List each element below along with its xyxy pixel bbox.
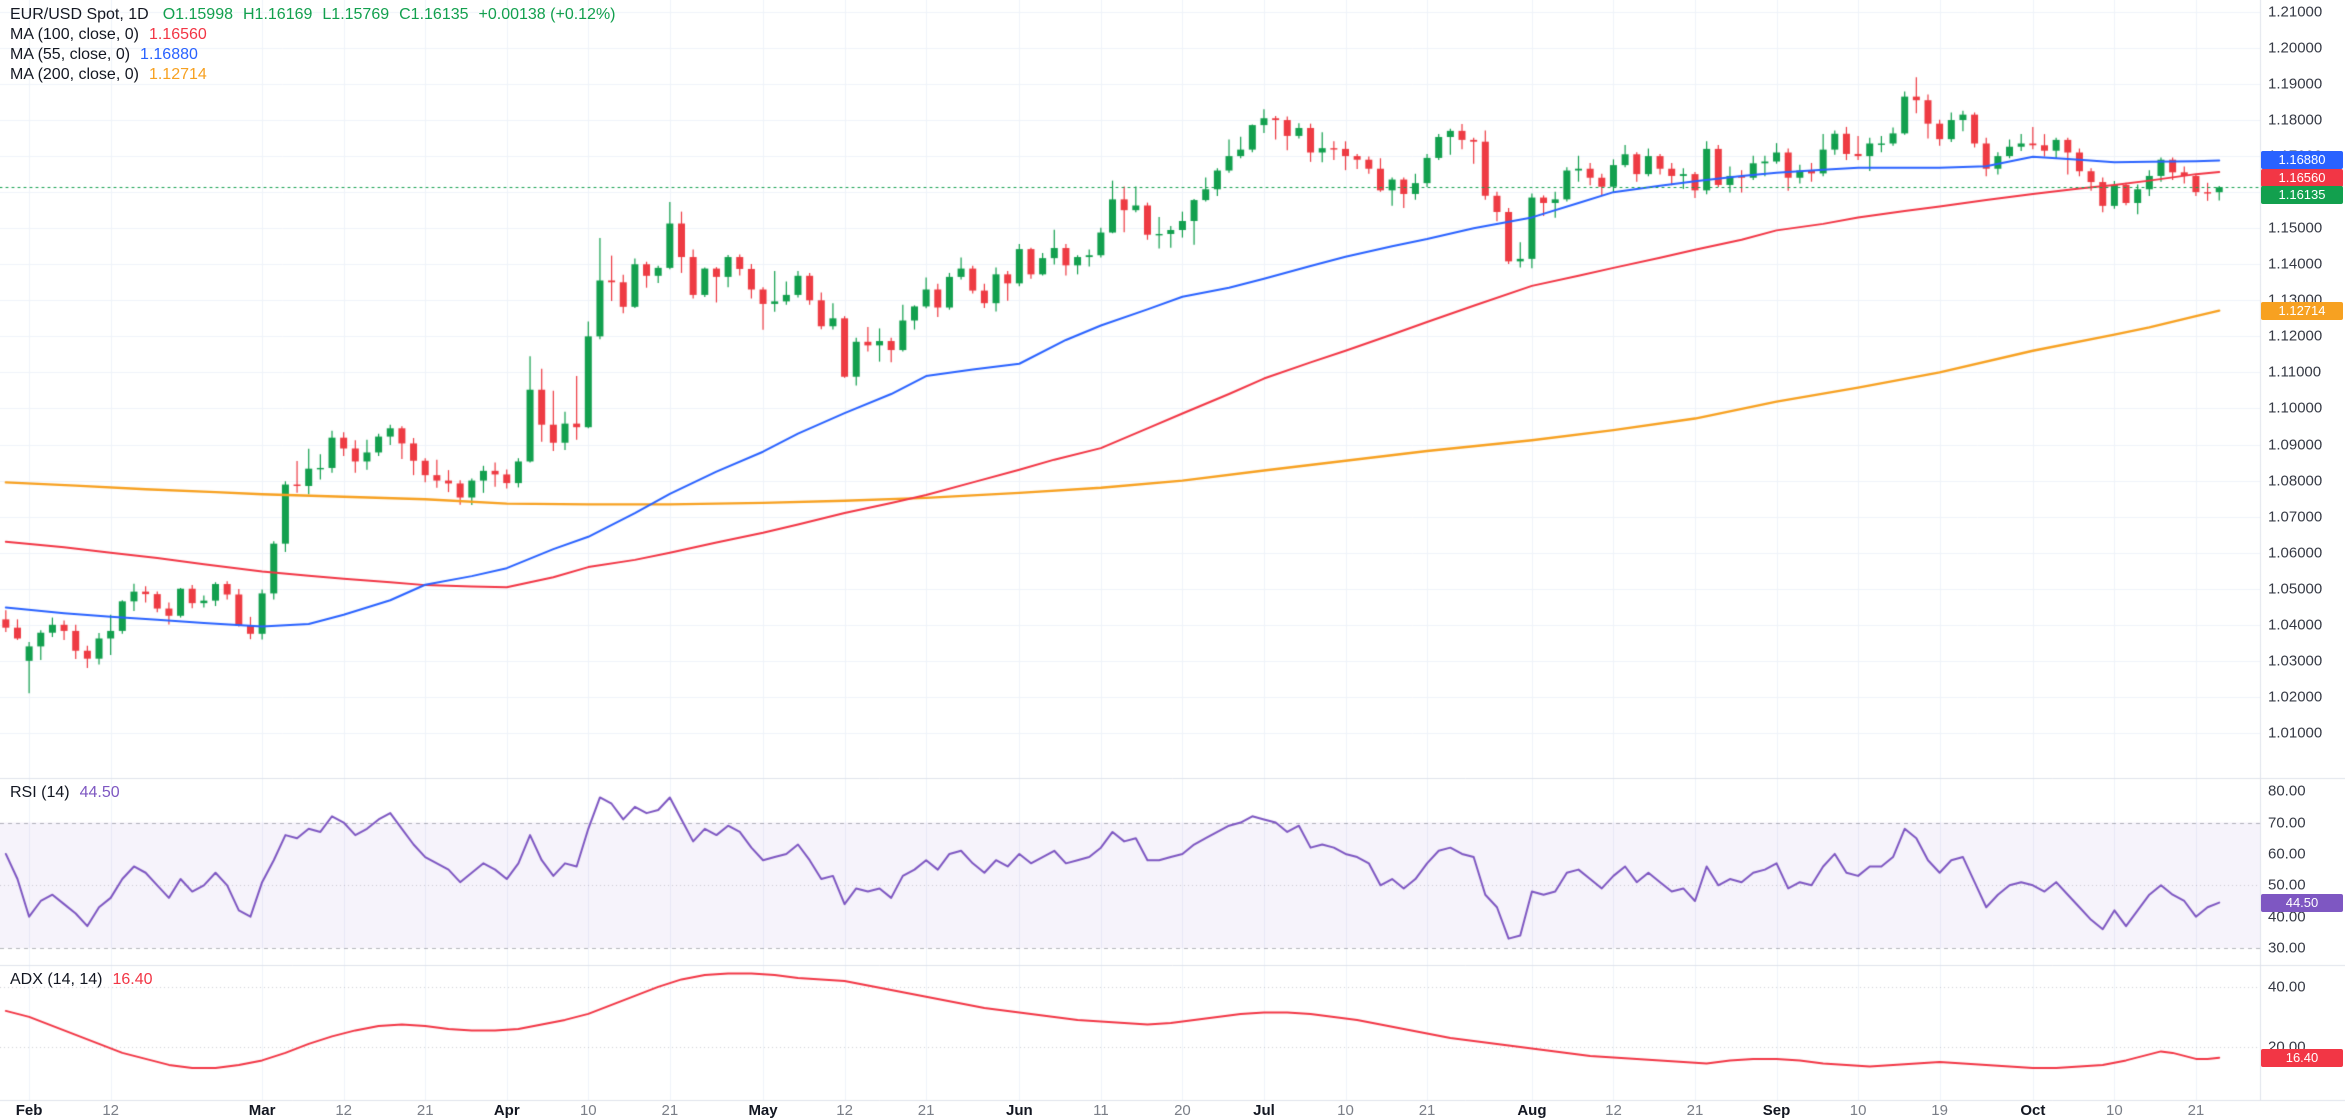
price-badge-1.12714: 1.12714	[2261, 301, 2343, 320]
rsi-pane-legend: RSI (14) 44.50	[10, 783, 120, 803]
price-axis-label: 1.08000	[2268, 472, 2323, 490]
price-axis-label: 1.03000	[2268, 652, 2323, 670]
adx-legend-row[interactable]: ADX (14, 14) 16.40	[10, 970, 153, 990]
time-axis-label-Aug: Aug	[1517, 1102, 1547, 1119]
rsi-value: 44.50	[79, 784, 120, 801]
ma200-label: MA (200, close, 0)	[10, 66, 139, 83]
ohlc-low: L1.15769	[322, 6, 390, 23]
time-axis-label-Jun: Jun	[1005, 1102, 1033, 1119]
price-axis[interactable]: 1.210001.200001.190001.180001.170001.160…	[2260, 0, 2345, 1100]
time-axis-label-10: 10	[579, 1102, 597, 1119]
price-axis-label: 1.15000	[2268, 219, 2323, 237]
time-axis-label-Feb: Feb	[15, 1102, 43, 1119]
symbol-title: EUR/USD Spot, 1D	[10, 6, 149, 23]
ma200-value: 1.12714	[148, 66, 207, 83]
time-axis-label-12: 12	[102, 1102, 119, 1119]
ohlc-close: C1.16135	[399, 6, 469, 23]
price-axis-label: 1.21000	[2268, 3, 2323, 21]
time-axis-label-21: 21	[1418, 1102, 1436, 1119]
time-axis-label-20: 20	[1174, 1102, 1191, 1119]
time-axis-label-Apr: Apr	[493, 1102, 520, 1119]
rsi-axis-label: 70.00	[2268, 814, 2306, 832]
price-axis-label: 1.14000	[2268, 255, 2323, 273]
time-axis-label-19: 19	[1931, 1102, 1948, 1119]
ohlc-high: H1.16169	[243, 6, 313, 23]
time-axis-label-10: 10	[2106, 1102, 2123, 1119]
price-badge-1.16560: 1.16560	[2261, 168, 2343, 187]
time-axis-label-21: 21	[1686, 1102, 1704, 1119]
price-axis-label: 1.20000	[2268, 39, 2323, 57]
price-axis-label: 1.18000	[2268, 111, 2323, 129]
time-axis-label-10: 10	[1849, 1102, 1867, 1119]
time-axis-label-11: 11	[1093, 1102, 1109, 1119]
ma100-value: 1.16560	[148, 26, 207, 43]
time-axis-label-21: 21	[2187, 1102, 2205, 1119]
rsi-axis-label: 40.00	[2268, 908, 2306, 926]
time-axis-label-21: 21	[416, 1102, 434, 1119]
price-axis-label: 1.09000	[2268, 436, 2323, 454]
price-axis-label: 1.11000	[2268, 363, 2322, 381]
time-axis-label-21: 21	[917, 1102, 935, 1119]
rsi-axis-label: 50.00	[2268, 876, 2306, 894]
main-chart-legend: EUR/USD Spot, 1D O1.15998 H1.16169 L1.15…	[10, 5, 616, 85]
adx-badge: 16.40	[2261, 1048, 2343, 1067]
time-axis-label-Mar: Mar	[248, 1102, 276, 1119]
price-badge-1.16880: 1.16880	[2261, 151, 2343, 170]
ohlc-open: O1.15998	[162, 6, 233, 23]
time-axis-label-May: May	[748, 1102, 778, 1119]
ma55-label: MA (55, close, 0)	[10, 46, 131, 63]
adx-axis-label: 40.00	[2268, 978, 2306, 996]
ohlc-change: +0.00138 (+0.12%)	[478, 6, 616, 23]
ma100-legend-row[interactable]: MA (100, close, 0) 1.16560	[10, 25, 616, 45]
ma200-legend-row[interactable]: MA (200, close, 0) 1.12714	[10, 65, 616, 85]
price-axis-label: 1.12000	[2268, 327, 2323, 345]
time-axis-label-21: 21	[661, 1102, 679, 1119]
time-axis-label-12: 12	[836, 1102, 853, 1119]
price-axis-label: 1.19000	[2268, 75, 2323, 93]
adx-value: 16.40	[112, 971, 153, 988]
time-axis-label-10: 10	[1337, 1102, 1354, 1119]
time-axis[interactable]: Feb 12 Mar 12 21 Apr 10 21 May 12 21 Jun 11 20 Jul 10 21…	[0, 1101, 2260, 1120]
adx-label: ADX (14, 14)	[10, 971, 103, 988]
price-axis-label: 1.01000	[2268, 724, 2323, 742]
ma55-legend-row[interactable]: MA (55, close, 0) 1.16880	[10, 45, 616, 65]
symbol-legend-row[interactable]: EUR/USD Spot, 1D O1.15998 H1.16169 L1.15…	[10, 5, 616, 25]
price-axis-label: 1.05000	[2268, 580, 2323, 598]
time-axis-label-12: 12	[1605, 1102, 1622, 1119]
price-axis-label: 1.06000	[2268, 544, 2323, 562]
price-axis-label: 1.07000	[2268, 508, 2323, 526]
price-badge-1.16135: 1.16135	[2261, 186, 2343, 205]
price-axis-label: 1.04000	[2268, 616, 2323, 634]
price-axis-label: 1.02000	[2268, 688, 2323, 706]
time-axis-label-Jul: Jul	[1253, 1102, 1275, 1119]
price-axis-label: 1.10000	[2268, 399, 2323, 417]
time-axis-label-12: 12	[335, 1102, 352, 1119]
time-axis-label-Sep: Sep	[1762, 1102, 1791, 1119]
rsi-label: RSI (14)	[10, 784, 70, 801]
rsi-axis-label: 80.00	[2268, 782, 2306, 800]
ma55-value: 1.16880	[140, 46, 198, 63]
rsi-legend-row[interactable]: RSI (14) 44.50	[10, 783, 120, 803]
rsi-axis-label: 30.00	[2268, 939, 2306, 957]
rsi-badge: 44.50	[2261, 893, 2343, 912]
ma100-label: MA (100, close, 0)	[10, 26, 139, 43]
time-axis-label-Oct: Oct	[2020, 1102, 2046, 1119]
adx-pane-legend: ADX (14, 14) 16.40	[10, 970, 153, 990]
rsi-axis-label: 60.00	[2268, 845, 2306, 863]
